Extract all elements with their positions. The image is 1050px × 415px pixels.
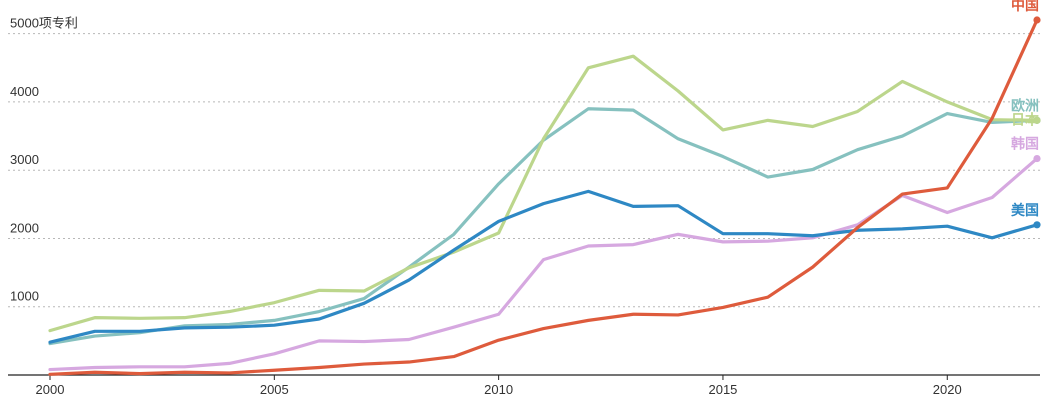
x-tick-label-2010: 2010 [484,382,513,397]
x-tick-label-2020: 2020 [933,382,962,397]
series-label-2: 韩国 [1011,136,1039,153]
series-line-4 [48,18,1039,376]
series-label-0: 欧洲 [1011,97,1039,114]
x-tick-label-2000: 2000 [36,382,65,397]
series-end-point-3 [1033,221,1041,229]
series-line-2 [48,156,1039,372]
y-tick-label-5000: 5000项专利 [10,16,78,31]
y-tick-label-1000: 1000 [10,289,39,304]
series-end-point-1 [1033,116,1041,124]
series-line-0 [48,107,1039,346]
x-tick-label-2015: 2015 [708,382,737,397]
series-line-3 [48,189,1039,344]
series-label-1: 日本 [1011,111,1040,128]
series-end-point-4 [1033,16,1041,24]
y-axis-labels: 1000 2000 3000 4000 5000项专利 [10,16,78,304]
x-tick-label-2005: 2005 [260,382,289,397]
y-tick-label-3000: 3000 [10,152,39,167]
series-end-point-2 [1033,154,1041,163]
y-tick-label-4000: 4000 [10,84,39,99]
series-label-3: 美国 [1011,202,1039,219]
x-axis: 2000 2005 2010 2015 2020 [8,374,1040,397]
series-label-4: 中国 [1011,0,1039,14]
series-lines [48,16,1041,376]
grid-lines [8,33,1040,308]
y-tick-label-2000: 2000 [10,220,39,235]
series-line-1 [48,54,1039,333]
